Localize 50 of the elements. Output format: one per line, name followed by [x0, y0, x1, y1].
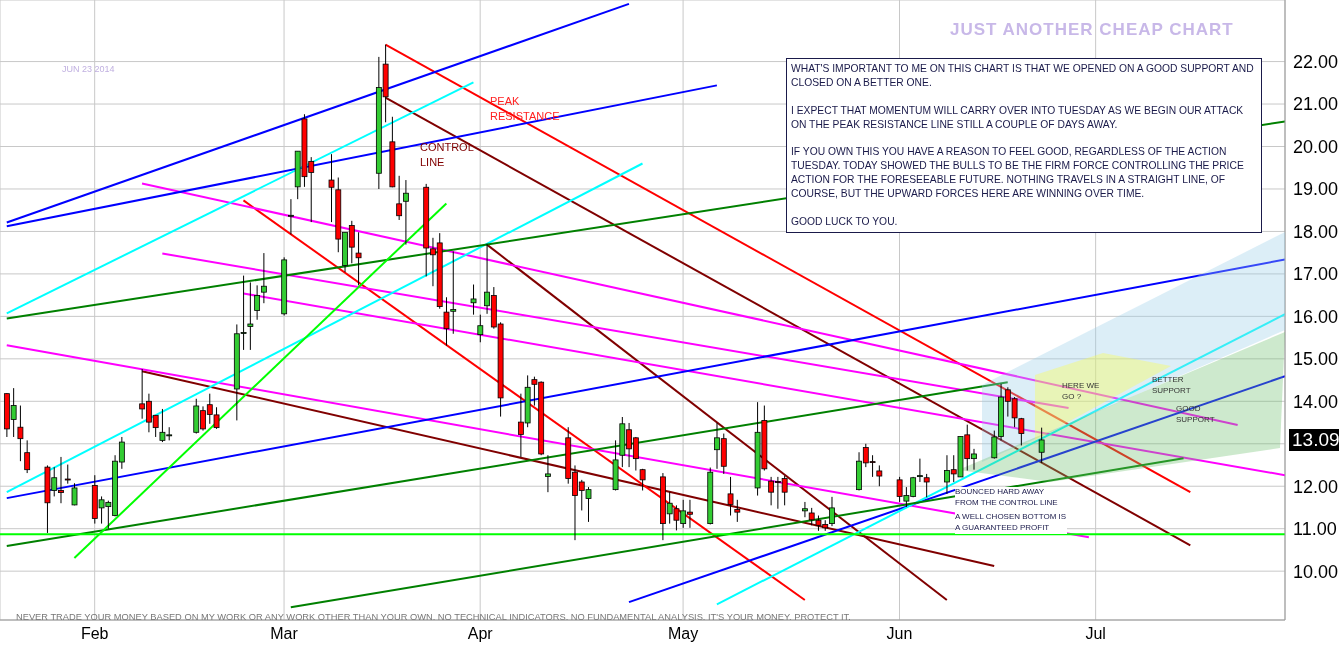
- y-tick-label: 16.00: [1293, 306, 1339, 327]
- candlestick: [545, 454, 551, 493]
- x-tick-label: May: [667, 625, 699, 643]
- text: 13.09: [1289, 429, 1339, 451]
- y-tick-label: 11.00: [1293, 519, 1337, 540]
- y-tick-label: 18.00: [1293, 221, 1339, 242]
- text: JUN 23 2014: [62, 64, 115, 74]
- x-tick-label: Mar: [270, 625, 299, 643]
- candlestick: [328, 153, 335, 223]
- annotation: NEVER TRADE YOUR MONEY BASED ON MY WORK OR ANY WORK OTHER THAN YOUR OWN. NO TECHNICAL INDICATORS. NO FUNDAMENTAL ANALYSIS. IT'S YOUR MONEY. PROTECT IT.: [16, 611, 852, 624]
- y-tick-label: 21.00: [1293, 94, 1339, 115]
- candlestick: [917, 458, 923, 483]
- candlestick: [64, 464, 71, 485]
- annotation: BOUNCED HARD AWAY FROM THE CONTROL LINE: [955, 487, 1067, 509]
- text: WHAT'S IMPORTANT TO ME ON THIS CHART IS THAT WE OPENED ON A GOOD SUPPORT AND CLOSED ON A BETTER ONE. I EXPECT THAT MOMENTUM WILL CARRY OVER INTO TUESDAY AS WE BEGIN OUR ATTACK ON THE PEAK RESISTANCE LINE STILL A COUPLE OF DAYS AWAY. IF YOU OWN THIS YOU HAVE A REASON TO FEEL GOOD, REGARDLESS OF THE ACTION TUESDAY. TODAY SHOWED THE BULLS TO BE THE FIRM FORCE CONTROLLING THE PRICE ACTION FOR THE FORESEEABLE FUTURE. NOTHING TRAVELS IN A STRAIGHT LINE, OF COURSE, BUT THE UPWARD FORCES HERE ARE WINNING OVER TIME. GOOD LUCK TO YOU.: [791, 63, 1254, 227]
- candlestick: [355, 231, 362, 286]
- y-tick-label: 12.00: [1293, 476, 1339, 497]
- y-tick-label: 15.00: [1293, 349, 1339, 370]
- candlestick: [71, 482, 78, 506]
- x-tick-label: Apr: [467, 625, 494, 643]
- annotation: HERE WE GO ?: [1062, 381, 1101, 403]
- candlestick: [727, 476, 734, 517]
- candlestick: [403, 179, 409, 246]
- candlestick: [260, 252, 267, 304]
- candlestick: [17, 405, 24, 462]
- annotation: CONTROL LINE: [420, 140, 475, 170]
- candlestick: [254, 284, 261, 321]
- y-tick-label: 14.00: [1293, 391, 1339, 412]
- x-tick-label: Jul: [1085, 625, 1106, 643]
- candlestick: [802, 501, 808, 518]
- candlestick: [829, 496, 835, 527]
- candlestick: [1038, 427, 1045, 464]
- candlestick: [24, 439, 31, 474]
- text: JUST ANOTHER CHEAP CHART: [950, 20, 1234, 40]
- candlestick: [477, 314, 484, 343]
- candlestick: [470, 284, 477, 316]
- candlestick: [876, 464, 883, 487]
- candlestick: [923, 473, 930, 498]
- y-tick-label: 17.00: [1293, 264, 1339, 285]
- y-tick-label: 10.00: [1293, 561, 1339, 582]
- y-tick-label: 20.00: [1293, 136, 1339, 157]
- candlestick: [396, 175, 403, 221]
- candlestick: [288, 198, 294, 235]
- x-tick-label: Feb: [80, 625, 109, 643]
- candlestick: [734, 499, 741, 523]
- x-tick-label: Jun: [886, 625, 913, 643]
- y-tick-label: 19.00: [1293, 179, 1339, 200]
- candlestick: [247, 281, 254, 351]
- annotation: A WELL CHOSEN BOTTOM IS A GUARANTEED PROFIT: [955, 512, 1067, 534]
- y-tick-label: 22.00: [1293, 51, 1339, 72]
